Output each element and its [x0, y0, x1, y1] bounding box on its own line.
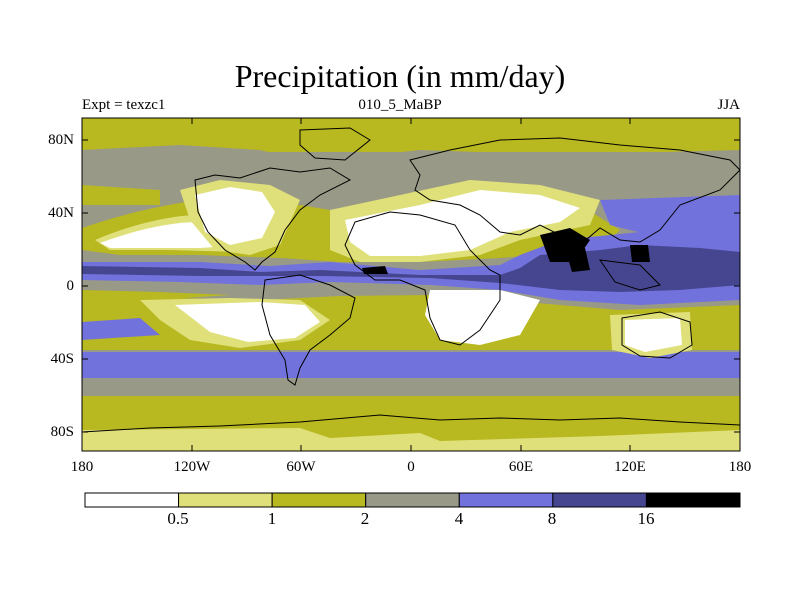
australia-dry-0: [625, 318, 682, 352]
colorbar-box: [552, 492, 647, 508]
arctic-4: [82, 145, 740, 176]
monsoon-max-3: [630, 245, 650, 262]
colorbar-label: 8: [547, 509, 557, 528]
colorbar-label: 2: [360, 509, 370, 528]
coast-antarctica: [82, 414, 740, 433]
x-tick-label: 120E: [614, 459, 646, 475]
y-tick-label: 80S: [50, 424, 74, 440]
band-south-2: [82, 396, 740, 418]
x-tick-label: 180: [728, 459, 752, 475]
x-tick-label: 180: [70, 459, 94, 475]
y-tick-label: 80N: [48, 132, 74, 148]
eurasia-dry-0: [345, 190, 580, 256]
colorbar-box: [178, 492, 273, 508]
sp-storm-8: [82, 318, 160, 340]
colorbar-label: 16: [637, 509, 655, 528]
colorbar-box: [271, 492, 367, 508]
band-south-4: [82, 378, 740, 396]
africa-max: [362, 266, 388, 274]
y-tick-label: 0: [66, 278, 75, 294]
sh-eastpac-2: [82, 290, 230, 305]
colorbar-box: [458, 492, 554, 508]
colorbar-box: [365, 492, 460, 508]
coast-africa: [344, 211, 501, 346]
x-tick-label: 60W: [286, 459, 316, 475]
plot-title: Precipitation (in mm/day): [234, 58, 566, 94]
coast-eurasia: [409, 137, 740, 246]
monsoon-max-2: [565, 248, 590, 272]
y-tick-label: 40N: [48, 205, 74, 221]
season-label: JJA: [717, 97, 740, 113]
coast-north-america: [194, 167, 352, 271]
colorbar-label: 4: [454, 509, 464, 528]
colorbar: [84, 492, 741, 508]
coast-australia: [621, 311, 693, 359]
period-label: 010_5_MaBP: [358, 97, 442, 113]
na-dry-0: [195, 187, 275, 245]
coast-maritime-continent: [598, 259, 661, 291]
y-tick-label: 40S: [50, 351, 74, 367]
antarctic-1: [82, 428, 740, 451]
np-storm-2: [82, 185, 160, 205]
x-tick-label: 60E: [508, 459, 534, 475]
colorbar-box: [84, 492, 180, 508]
x-tick-label: 120W: [173, 459, 211, 475]
band-south-8: [82, 352, 740, 378]
colorbar-label: 0.5: [167, 509, 189, 528]
axis-ticks: [82, 118, 740, 451]
colorbar-label: 1: [267, 509, 277, 528]
experiment-label: Expt = texzc1: [82, 97, 166, 113]
coast-greenland: [299, 127, 371, 161]
sa-dry-0: [175, 302, 320, 342]
coastlines: [82, 127, 740, 433]
africa-dry-0: [425, 290, 540, 345]
colorbar-box: [645, 492, 741, 508]
coast-south-america: [261, 274, 356, 386]
x-tick-label: 0: [407, 459, 415, 475]
